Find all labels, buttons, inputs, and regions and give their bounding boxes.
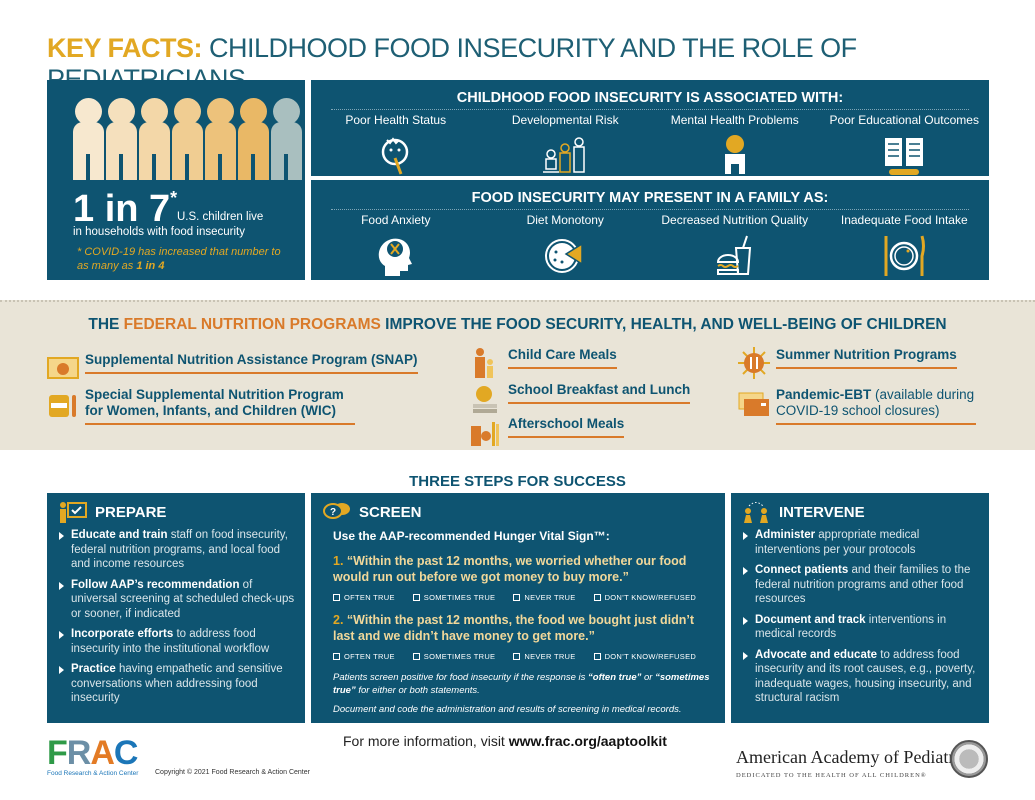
two-people-icon — [744, 502, 768, 523]
adult-child-icon — [475, 348, 493, 378]
assoc-item: Poor Educational Outcomes — [824, 113, 984, 181]
family-item: Food Anxiety — [316, 213, 476, 281]
option-checkbox[interactable]: NEVER TRUE — [513, 593, 575, 602]
svg-text:?: ? — [330, 507, 336, 518]
assoc-item: Developmental Risk — [485, 113, 645, 181]
family-item: Decreased Nutrition Quality — [655, 213, 815, 281]
prepare-bullet: Educate and train staff on food insecuri… — [59, 528, 295, 572]
family-item: Diet Monotony — [485, 213, 645, 281]
assoc-item: Mental Health Problems — [655, 113, 815, 181]
stat-big-number: 1 in 7* — [73, 188, 178, 230]
intervene-bullet: Administer appropriate medical intervent… — [743, 528, 979, 557]
stat-panel: 1 in 7* U.S. children live in households… — [47, 80, 305, 280]
more-info: For more information, visit www.frac.org… — [343, 733, 667, 749]
option-checkbox[interactable]: DON’T KNOW/REFUSED — [593, 593, 697, 602]
screen-intro: Use the AAP-recommended Hunger Vital Sig… — [333, 529, 610, 543]
intervene-panel: INTERVENE Administer appropriate medical… — [731, 493, 989, 723]
family-panel: FOOD INSECURITY MAY PRESENT IN A FAMILY … — [311, 180, 989, 280]
screen-document-note: Document and code the administration and… — [333, 704, 682, 715]
fast-food-icon — [716, 235, 751, 275]
program-pandemic-ebt: Pandemic-EBT (available during COVID-19 … — [738, 387, 976, 425]
question-2-options: OFTEN TRUE SOMETIMES TRUE NEVER TRUE DON… — [333, 652, 725, 661]
intervene-bullet: Advocate and educate to address food ins… — [743, 648, 979, 706]
option-checkbox[interactable]: DON’T KNOW/REFUSED — [593, 652, 697, 661]
baby-food-jar-icon — [49, 395, 76, 417]
screen-positive-note: Patients screen positive for food insecu… — [333, 672, 710, 696]
assoc-item: Poor Health Status — [316, 113, 476, 181]
sun-utensils-icon — [738, 347, 770, 379]
prepare-heading: PREPARE — [95, 503, 167, 521]
page-title: KEY FACTS: CHILDHOOD FOOD INSECURITY AND… — [47, 33, 1035, 95]
question-1-options: OFTEN TRUE SOMETIMES TRUE NEVER TRUE DON… — [333, 593, 725, 602]
snap-card-icon — [47, 357, 79, 379]
screen-question-1: 1. “Within the past 12 months, we worrie… — [333, 554, 687, 584]
title-key: KEY FACTS: — [47, 33, 203, 63]
prepare-panel: PREPARE Educate and train staff on food … — [47, 493, 305, 723]
copyright: Copyright © 2021 Food Research & Action … — [155, 769, 310, 776]
head-utensils-icon — [378, 238, 412, 276]
program-child-care: Child Care Meals — [470, 347, 617, 379]
family-item: Inadequate Food Intake — [824, 213, 984, 281]
aap-logo: American Academy of Pediatrics DEDICATED… — [736, 747, 975, 779]
program-afterschool: Afterschool Meals — [470, 416, 625, 448]
teacher-board-icon — [60, 502, 87, 523]
covid-note: * COVID-19 has increased that number to … — [77, 246, 281, 272]
program-school-meals: School Breakfast and Lunch — [470, 382, 691, 414]
pizza-icon — [545, 239, 583, 273]
people-icon — [73, 98, 302, 180]
apple-books-icon — [473, 386, 497, 413]
screen-question-2: 2. “Within the past 12 months, the food … — [333, 613, 695, 643]
prepare-bullet: Follow AAP’s recommendation of universal… — [59, 578, 295, 622]
program-wic: Special Supplemental Nutrition Program f… — [47, 387, 355, 425]
option-checkbox[interactable]: NEVER TRUE — [513, 652, 575, 661]
prepare-bullet: Incorporate efforts to address food inse… — [59, 627, 295, 656]
intervene-bullet: Document and track interventions in medi… — [743, 613, 979, 642]
intervene-bullet: Connect patients and their families to t… — [743, 563, 979, 607]
option-checkbox[interactable]: OFTEN TRUE — [333, 652, 395, 661]
program-snap: Supplemental Nutrition Assistance Progra… — [47, 352, 418, 384]
empty-plate-icon — [884, 235, 926, 276]
option-checkbox[interactable]: SOMETIMES TRUE — [412, 652, 496, 661]
option-checkbox[interactable]: OFTEN TRUE — [333, 593, 395, 602]
family-title: FOOD INSECURITY MAY PRESENT IN A FAMILY … — [471, 190, 829, 206]
prepare-bullet: Practice having empathetic and sensitive… — [59, 662, 295, 706]
programs-band: THE FEDERAL NUTRITION PROGRAMS IMPROVE T… — [0, 300, 1035, 450]
frac-logo: FRAC Food Research & Action Center — [47, 734, 139, 777]
associated-panel: CHILDHOOD FOOD INSECURITY IS ASSOCIATED … — [311, 80, 989, 176]
stat-line-a: U.S. children live — [177, 211, 264, 223]
steps-title: THREE STEPS FOR SUCCESS — [409, 473, 626, 490]
sick-child-icon — [381, 137, 408, 175]
book-pencil-icon — [885, 138, 924, 175]
title-text: CHILDHOOD FOOD INSECURITY AND THE ROLE O… — [47, 33, 857, 94]
child-growth-icon — [543, 137, 585, 173]
option-checkbox[interactable]: SOMETIMES TRUE — [412, 593, 496, 602]
screen-heading: SCREEN — [359, 503, 422, 521]
stat-line-b: in households with food insecurity — [73, 226, 245, 238]
programs-title: THE FEDERAL NUTRITION PROGRAMS IMPROVE T… — [88, 316, 947, 333]
aap-seal-icon — [950, 740, 988, 778]
program-summer: Summer Nutrition Programs — [738, 347, 957, 379]
toolkit-link[interactable]: www.frac.org/aaptoolkit — [508, 733, 667, 749]
screen-panel: ? SCREEN Use the AAP-recommended Hunger … — [311, 493, 725, 723]
sad-person-icon — [724, 135, 745, 174]
ebt-card-icon — [738, 392, 769, 416]
intervene-heading: INTERVENE — [779, 503, 865, 521]
afterschool-icon — [471, 422, 499, 446]
associated-title: CHILDHOOD FOOD INSECURITY IS ASSOCIATED … — [456, 90, 844, 106]
speech-bubbles-icon: ? — [323, 503, 350, 519]
